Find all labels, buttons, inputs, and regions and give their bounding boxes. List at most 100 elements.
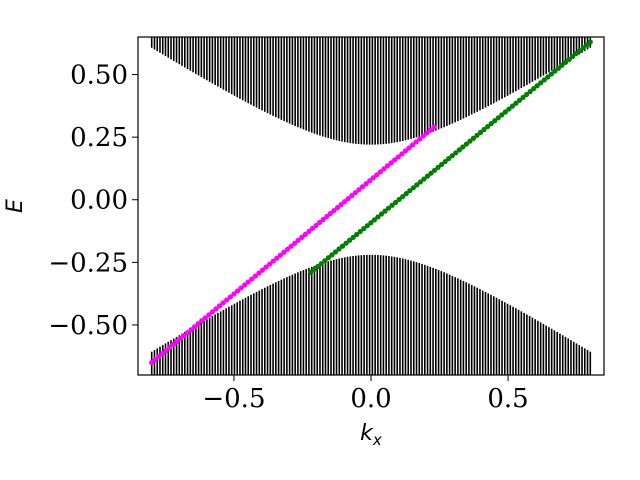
edge-state-point xyxy=(349,193,355,199)
edge-state-point xyxy=(548,71,554,77)
edge-state-point xyxy=(306,228,312,235)
bulk-band-lines xyxy=(150,37,592,375)
edge-state-point xyxy=(399,151,405,157)
edge-state-point xyxy=(541,77,547,83)
edge-state-point xyxy=(381,166,387,172)
edge-state-point xyxy=(170,342,176,348)
edge-state-point xyxy=(209,309,216,315)
edge-state-point xyxy=(580,45,586,51)
edge-state-point xyxy=(424,130,430,136)
edge-state-point xyxy=(388,160,394,166)
edge-state-point xyxy=(292,240,298,246)
edge-state-point xyxy=(413,139,419,145)
edge-state-point xyxy=(439,161,445,168)
edge-state-point xyxy=(202,315,208,321)
edge-state-point xyxy=(309,225,316,232)
edge-state-point xyxy=(339,243,346,249)
edge-state-point xyxy=(378,211,385,217)
edge-state-point xyxy=(377,169,384,175)
edge-state-point xyxy=(191,324,198,330)
edge-state-point xyxy=(327,210,334,217)
edge-state-point xyxy=(354,231,360,238)
edge-state-point xyxy=(463,141,470,147)
edge-state-point xyxy=(559,62,565,68)
y-tick-label: 0.50 xyxy=(70,61,128,91)
edge-state-point xyxy=(552,68,558,74)
edge-state-point xyxy=(513,100,519,106)
edge-state-point xyxy=(523,91,530,98)
edge-state-point xyxy=(485,123,491,130)
edge-state-point xyxy=(184,330,191,336)
edge-state-point xyxy=(238,285,244,291)
edge-state-point xyxy=(370,175,376,181)
edge-state-point xyxy=(569,53,576,60)
edge-state-point xyxy=(375,214,381,220)
edge-state-point xyxy=(368,220,374,226)
edge-state-point xyxy=(177,336,183,342)
edge-state-point xyxy=(389,202,395,208)
edge-state-point xyxy=(374,172,380,178)
edge-state-point xyxy=(256,270,262,276)
edge-state-points xyxy=(149,39,593,366)
edge-state-point xyxy=(163,347,169,354)
edge-state-point xyxy=(453,150,459,156)
edge-state-point xyxy=(382,208,388,214)
edge-state-point xyxy=(446,156,452,162)
edge-state-point xyxy=(152,356,158,363)
edge-state-point xyxy=(352,190,359,196)
edge-state-point xyxy=(227,294,233,300)
edge-state-point xyxy=(363,181,369,187)
edge-state-point xyxy=(249,276,255,282)
edge-state-point xyxy=(345,196,351,202)
edge-state-point xyxy=(195,321,201,327)
edge-state-point xyxy=(424,173,431,179)
x-axis-label: kx xyxy=(360,421,382,449)
edge-state-point xyxy=(331,207,337,214)
edge-state-point xyxy=(342,199,348,205)
edge-state-point xyxy=(427,127,434,133)
edge-state-point xyxy=(527,88,533,95)
edge-state-point xyxy=(506,106,512,112)
edge-state-point xyxy=(199,318,205,324)
edge-state-point xyxy=(410,142,416,148)
edge-state-point xyxy=(317,219,323,226)
edge-state-point xyxy=(474,132,480,138)
edge-state-point xyxy=(467,138,473,144)
edge-state-point xyxy=(356,187,362,193)
edge-state-point xyxy=(364,223,370,229)
edge-state-point xyxy=(477,129,484,135)
x-tick-label: 0.5 xyxy=(487,384,528,414)
edge-state-point xyxy=(188,327,194,333)
edge-state-point xyxy=(392,157,398,163)
edge-state-point xyxy=(420,133,426,139)
edge-state-point xyxy=(520,94,526,101)
edge-state-point xyxy=(385,205,392,211)
edge-state-point xyxy=(492,118,498,124)
edge-state-point xyxy=(407,188,413,194)
y-tick-label: −0.50 xyxy=(48,311,128,341)
edge-state-point xyxy=(206,312,212,318)
edge-state-point xyxy=(456,147,462,153)
edge-state-point xyxy=(274,255,280,261)
edge-state-point xyxy=(224,297,230,303)
edge-state-point xyxy=(281,249,287,255)
edge-state-point xyxy=(347,237,353,243)
edge-state-point xyxy=(166,344,173,351)
edge-state-point xyxy=(371,217,378,223)
edge-state-point xyxy=(402,148,409,154)
edge-state-point xyxy=(414,182,420,188)
edge-state-point xyxy=(442,158,448,165)
edge-state-point xyxy=(299,234,305,240)
edge-state-point xyxy=(325,255,331,261)
edge-state-point xyxy=(313,222,319,229)
edge-state-point xyxy=(288,243,294,249)
edge-state-point xyxy=(270,258,276,264)
edge-state-point xyxy=(573,51,579,57)
edge-state-point xyxy=(495,115,501,121)
edge-state-point xyxy=(396,196,402,203)
edge-state-point xyxy=(267,261,273,267)
edge-state-point xyxy=(318,261,324,267)
edge-state-point xyxy=(509,103,516,109)
edge-state-point xyxy=(460,144,466,150)
